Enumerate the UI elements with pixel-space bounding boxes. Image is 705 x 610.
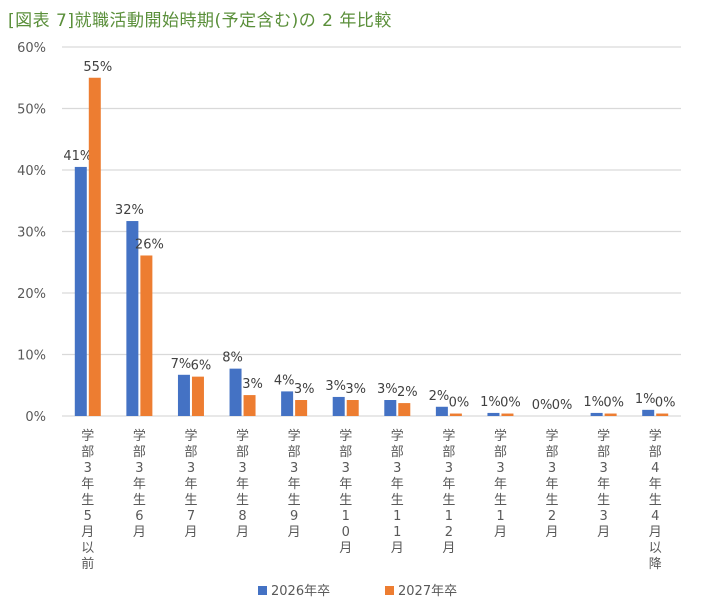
y-tick-label: 40% — [17, 164, 46, 179]
bar-2026 — [487, 412, 500, 416]
x-tick-label: 学部 3 年生 1 1 月 — [391, 428, 404, 556]
x-tick-label: 学部 3 年生 9 月 — [288, 428, 301, 540]
bar-2026 — [177, 374, 190, 416]
data-label: 3% — [242, 377, 263, 392]
data-label: 0% — [532, 398, 553, 413]
data-label: 3% — [325, 379, 346, 394]
x-tick-label: 学部 3 年生 6 月 — [133, 428, 146, 540]
x-tick-label: 学部 3 年生 3 月 — [597, 428, 610, 540]
y-tick-label: 10% — [17, 349, 46, 364]
data-label: 32% — [115, 203, 144, 218]
data-label: 0% — [552, 398, 573, 413]
bar-2026 — [281, 391, 294, 416]
bar-2026 — [332, 396, 345, 416]
x-tick-label: 学部 3 年生 2 月 — [546, 428, 559, 540]
data-label: 6% — [191, 359, 212, 374]
bar-2027 — [604, 413, 617, 416]
x-tick-label: 学部 3 年生 1 月 — [494, 428, 507, 540]
data-label: 3% — [377, 382, 398, 397]
data-label: 4% — [274, 373, 295, 388]
legend-swatch — [385, 586, 394, 595]
data-label: 0% — [500, 396, 521, 411]
bar-2027 — [346, 400, 359, 416]
chart-title: [図表 7]就職活動開始時期(予定含む)の 2 年比較 — [8, 11, 392, 31]
data-label: 0% — [655, 396, 676, 411]
bar-2026 — [126, 221, 139, 416]
bar-2027 — [243, 395, 256, 416]
y-tick-label: 20% — [17, 287, 46, 302]
data-label: 41% — [63, 149, 92, 164]
bar-2026 — [435, 406, 448, 416]
bar-2027 — [449, 413, 462, 416]
data-label: 7% — [171, 357, 192, 372]
bar-2026 — [384, 400, 397, 416]
bar-2027 — [656, 413, 669, 416]
x-tick-label: 学部 3 年生 5 月以前 — [81, 428, 94, 572]
y-tick-label: 60% — [17, 41, 46, 56]
bar-2026 — [229, 368, 242, 416]
legend-label: 2026年卒 — [271, 584, 330, 599]
data-label: 0% — [449, 396, 470, 411]
x-tick-label: 学部 3 年生 8 月 — [236, 428, 249, 540]
data-label: 2% — [397, 385, 418, 400]
legend-swatch — [258, 586, 267, 595]
x-tick-label: 学部 4 年生 4 月以降 — [649, 428, 662, 572]
bar-2026 — [590, 412, 603, 416]
y-tick-label: 0% — [25, 410, 46, 425]
x-tick-label: 学部 3 年生 1 0 月 — [339, 428, 352, 556]
bar-2027 — [295, 400, 308, 416]
data-label: 55% — [83, 60, 112, 75]
data-label: 3% — [294, 382, 315, 397]
x-tick-label: 学部 3 年生 1 2 月 — [442, 428, 455, 556]
data-label: 26% — [135, 237, 164, 252]
data-label: 8% — [222, 351, 243, 366]
bar-2027 — [191, 376, 204, 416]
data-label: 3% — [345, 382, 366, 397]
data-label: 2% — [429, 389, 450, 404]
bar-2027 — [140, 255, 153, 416]
x-tick-label: 学部 3 年生 7 月 — [184, 428, 197, 540]
y-tick-label: 50% — [17, 103, 46, 118]
data-label: 0% — [603, 396, 624, 411]
y-tick-label: 30% — [17, 226, 46, 241]
data-label: 1% — [635, 392, 656, 407]
bar-2026 — [74, 166, 87, 416]
bar-2026 — [642, 409, 655, 416]
legend-label: 2027年卒 — [398, 584, 457, 599]
data-label: 1% — [583, 395, 604, 410]
bar-2027 — [398, 403, 411, 416]
bar-2027 — [88, 77, 101, 416]
data-label: 1% — [480, 395, 501, 410]
bar-2027 — [501, 413, 514, 416]
